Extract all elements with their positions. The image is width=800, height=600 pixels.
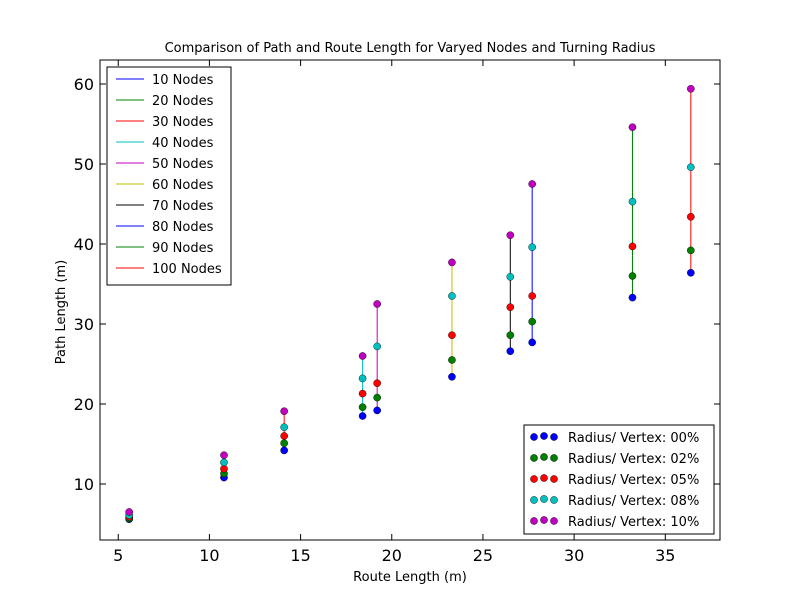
data-point [373,300,381,308]
y-tick-label: 40 [74,235,94,254]
data-point [358,403,367,412]
y-tick-label: 50 [74,155,94,174]
x-tick-label: 35 [655,546,675,565]
data-point [448,372,456,381]
data-point [358,412,367,420]
marker-legend-label: Radius/ Vertex: 02% [568,452,699,467]
data-point [280,432,288,440]
line-legend-label: 70 Nodes [152,199,214,214]
x-tick-label: 10 [199,546,219,565]
data-point [220,451,228,460]
data-point [687,163,695,171]
line-legend-label: 60 Nodes [152,178,214,193]
data-point [628,272,637,280]
marker-legend-swatch [550,433,558,441]
data-point [448,331,456,340]
series-points [125,85,695,524]
marker-legend-label: Radius/ Vertex: 00% [568,431,699,446]
data-point [506,331,515,340]
data-point [280,407,288,416]
data-point [528,180,536,188]
line-legend-label: 30 Nodes [152,115,214,130]
data-point [528,338,536,347]
data-point [448,356,456,364]
chart-title: Comparison of Path and Route Length for … [165,41,656,56]
data-point [280,439,288,448]
x-tick-label: 15 [290,546,310,565]
data-point [220,464,228,473]
data-point [506,231,515,239]
line-legend-box [106,66,232,286]
marker-legend-label: Radius/ Vertex: 08% [568,494,699,509]
plot-border [99,59,721,541]
line-legend-label: 90 Nodes [152,241,214,256]
y-tick-label: 60 [74,75,94,94]
data-point [280,446,288,455]
data-point [373,379,381,388]
marker-legend-swatch [530,475,538,483]
data-point [628,242,637,251]
x-axis-label: Route Length (m) [353,570,467,585]
data-point [687,246,695,255]
data-point [358,389,367,398]
data-point [687,85,695,93]
y-axis: 10 20 30 40 50 60 [74,75,720,494]
marker-legend-label: Radius/ Vertex: 05% [568,473,699,488]
marker-legend-swatch [540,474,548,482]
x-tick-label: 25 [473,546,493,565]
x-tick-label: 30 [564,546,584,565]
data-point [373,406,381,415]
data-point [220,458,228,467]
marker-legend-swatch [550,454,558,462]
data-point [280,423,288,432]
y-axis-label: Path Length (m) [54,260,69,364]
y-tick-label: 10 [74,475,94,494]
line-legend-label: 20 Nodes [152,94,214,109]
data-point [687,212,695,221]
data-point [373,342,381,351]
data-point [528,243,536,251]
data-point [506,272,515,281]
data-point [687,268,695,277]
data-point [125,508,133,516]
line-legend-label: 40 Nodes [152,136,214,151]
marker-legend-swatch [530,517,538,525]
marker-legend-swatch [540,432,548,440]
line-legend-label: 50 Nodes [152,157,214,172]
x-tick-label: 5 [113,546,123,565]
data-point [528,317,536,326]
x-tick-label: 20 [382,546,402,565]
data-point [506,303,515,312]
marker-legend-label: Radius/ Vertex: 10% [568,515,699,530]
marker-legend-swatch [530,454,538,462]
data-point [448,258,456,267]
data-point [373,393,381,402]
marker-legend-swatch [550,475,558,483]
data-point [628,293,637,302]
marker-legend: Radius/ Vertex: 00% Radius/ Vertex: 02% Ra… [523,424,715,535]
line-legend-label: 80 Nodes [152,220,214,235]
data-point [628,123,637,131]
y-tick-label: 20 [74,395,94,414]
data-point [358,352,367,360]
line-legend-label: 100 Nodes [152,262,222,277]
data-point [358,374,367,383]
data-point [528,292,536,300]
marker-legend-swatch [550,496,558,504]
data-point [506,347,515,356]
marker-legend-swatch [540,516,548,524]
marker-legend-swatch [530,433,538,441]
data-point [448,292,456,300]
marker-legend-swatch [540,495,548,503]
data-point [628,197,637,206]
marker-legend-swatch [550,517,558,525]
line-legend-label: 10 Nodes [152,73,214,88]
marker-legend-swatch [540,453,548,461]
x-axis: 5 10 15 20 25 30 35 [113,60,675,565]
y-tick-label: 30 [74,315,94,334]
marker-legend-swatch [530,496,538,504]
line-legend: 10 Nodes 20 Nodes 30 Nodes 40 Nodes 50 Nodes… [106,66,232,286]
